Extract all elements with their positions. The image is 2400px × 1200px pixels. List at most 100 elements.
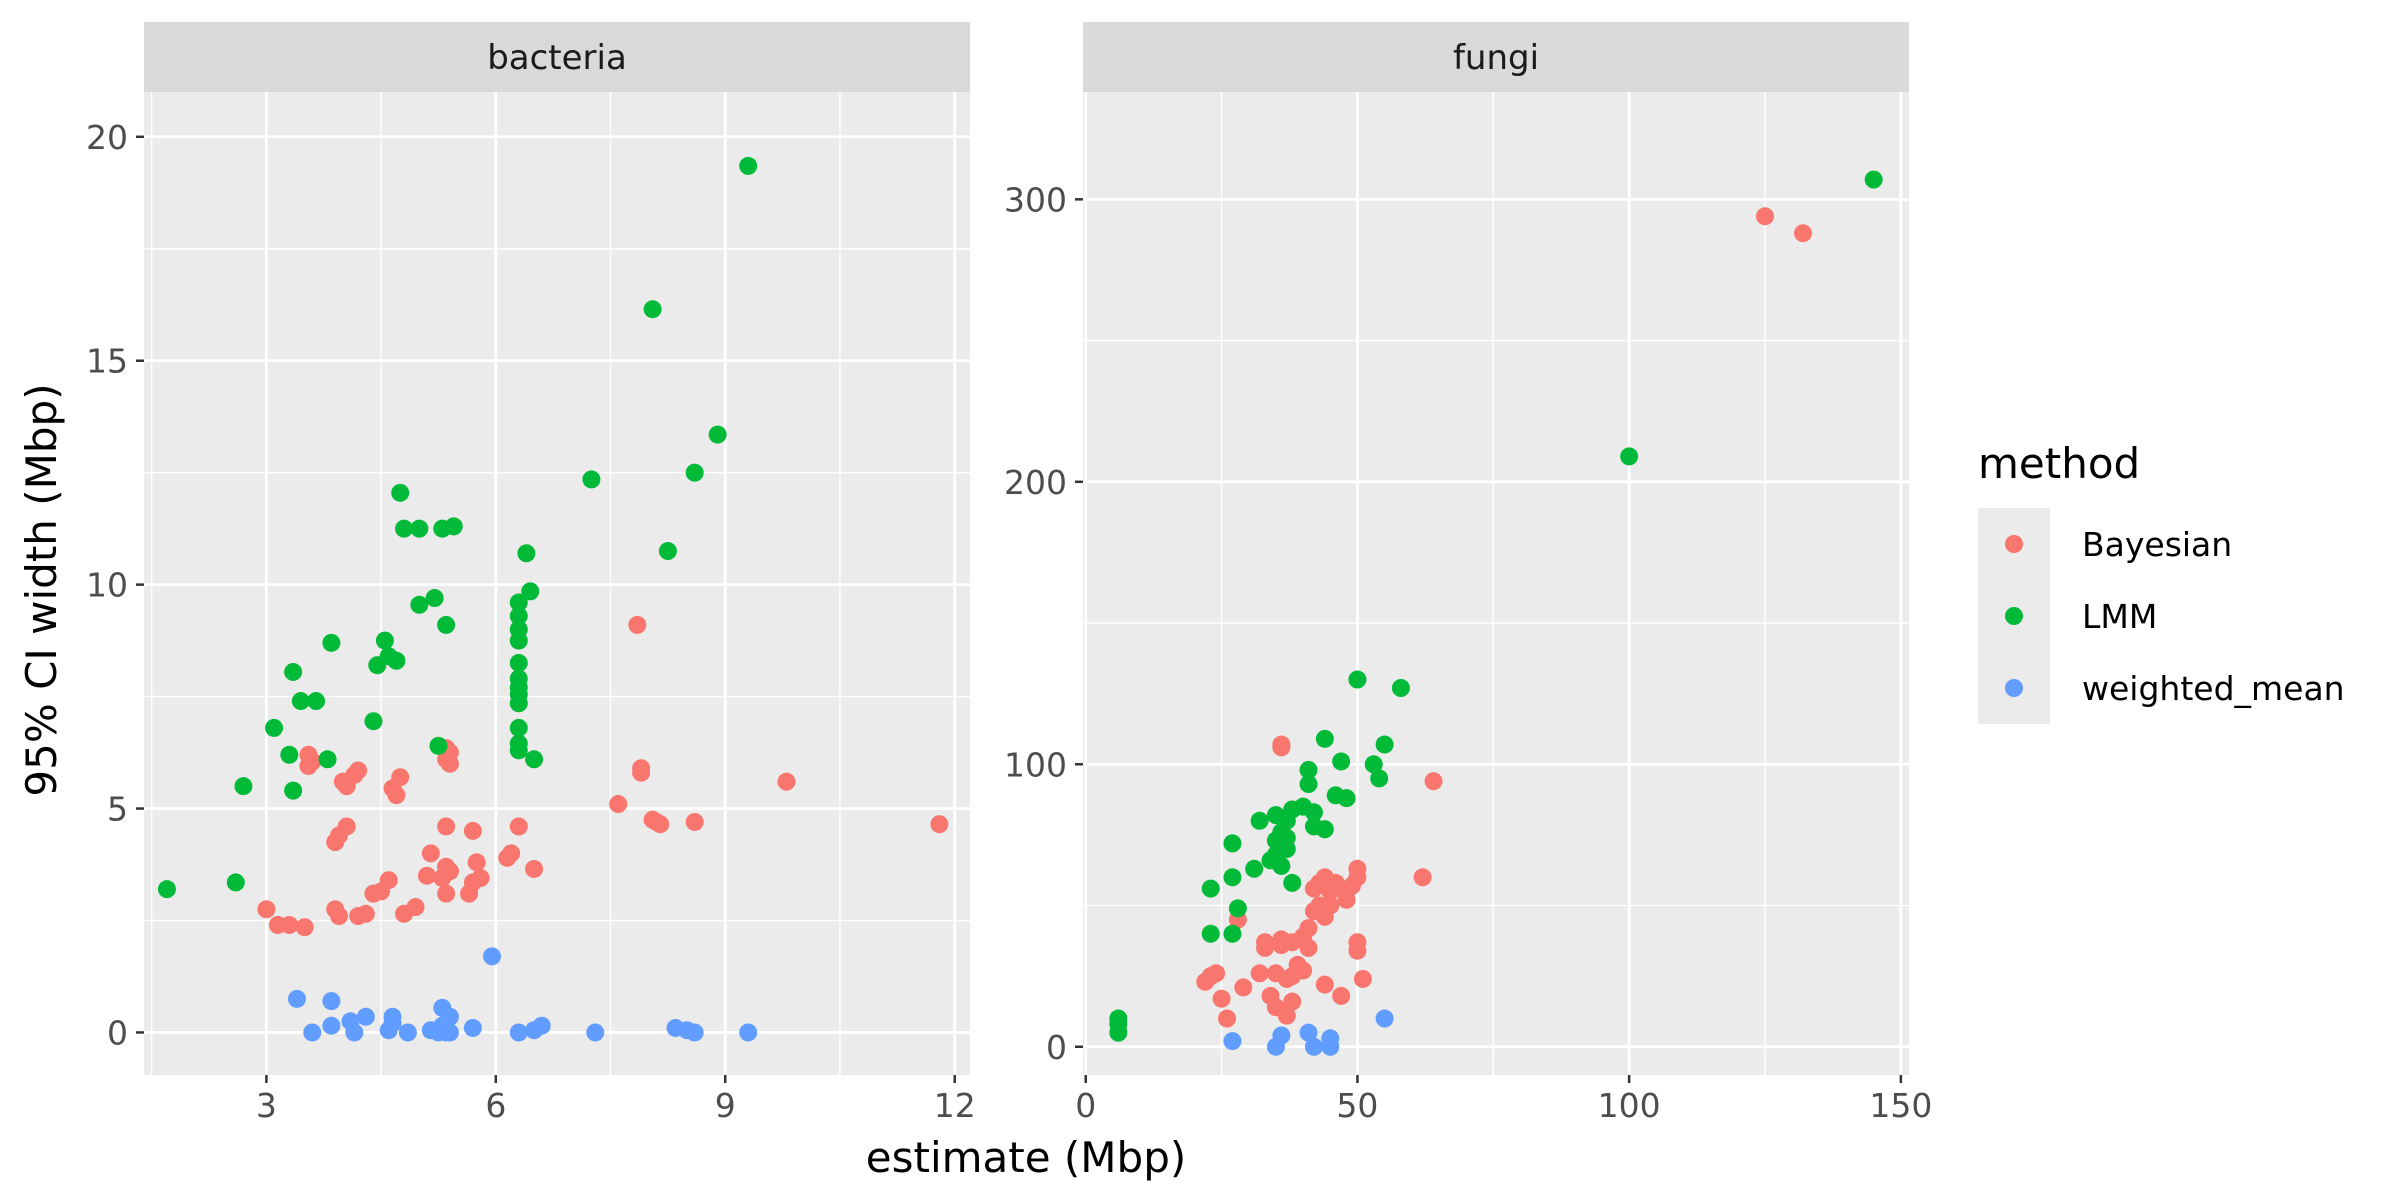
- x-tick-label: 100: [1598, 1086, 1661, 1125]
- data-point: [429, 736, 448, 755]
- data-point: [1218, 1009, 1237, 1028]
- data-point: [356, 904, 375, 923]
- data-point: [440, 1007, 459, 1026]
- data-point: [421, 844, 440, 863]
- data-point: [1201, 924, 1220, 943]
- data-point: [1304, 803, 1323, 822]
- data-point: [1283, 992, 1302, 1011]
- data-point: [632, 759, 651, 778]
- data-point: [1332, 986, 1351, 1005]
- data-point: [410, 519, 429, 538]
- legend-title: method: [1978, 439, 2140, 488]
- data-point: [685, 463, 704, 482]
- data-point: [280, 915, 299, 934]
- data-point: [387, 651, 406, 670]
- data-point: [1283, 873, 1302, 892]
- data-point: [337, 817, 356, 836]
- data-point: [1375, 1009, 1394, 1028]
- data-point: [1353, 969, 1372, 988]
- data-point: [685, 1023, 704, 1042]
- series-weighted_mean: [1223, 1009, 1394, 1056]
- data-point: [391, 768, 410, 787]
- data-point: [1277, 828, 1296, 847]
- data-point: [651, 815, 670, 834]
- data-point: [287, 989, 306, 1008]
- data-point: [425, 589, 444, 608]
- facet-strip: [1083, 22, 1909, 92]
- data-point: [708, 425, 727, 444]
- data-point: [1212, 989, 1231, 1008]
- data-point: [406, 898, 425, 917]
- data-point: [509, 620, 528, 639]
- data-point: [391, 483, 410, 502]
- data-point: [1337, 890, 1356, 909]
- data-point: [1321, 1029, 1340, 1048]
- data-point: [532, 1016, 551, 1035]
- panel-bacteria: bacteria 3 6 9 12 0 5 10 15 20: [86, 22, 976, 1125]
- data-point: [1272, 1026, 1291, 1045]
- data-point: [1391, 679, 1410, 698]
- data-point: [1109, 1009, 1128, 1028]
- data-point: [509, 669, 528, 688]
- data-point: [1315, 729, 1334, 748]
- data-point: [1207, 964, 1226, 983]
- x-tick-label: 9: [715, 1086, 736, 1125]
- data-point: [295, 918, 314, 937]
- data-point: [586, 1023, 605, 1042]
- data-point: [1332, 752, 1351, 771]
- data-point: [525, 859, 544, 878]
- data-point: [437, 615, 456, 634]
- data-point: [410, 595, 429, 614]
- data-point: [398, 1023, 417, 1042]
- facet-strip-label: fungi: [1453, 38, 1539, 78]
- y-tick-label: 0: [107, 1013, 128, 1052]
- legend-items: Bayesian LMM weighted_mean: [2005, 525, 2345, 708]
- panel-background: [1083, 92, 1909, 1075]
- x-tick-label: 12: [934, 1086, 976, 1125]
- data-point: [417, 866, 436, 885]
- data-point: [437, 884, 456, 903]
- data-point: [643, 300, 662, 319]
- data-point: [628, 615, 647, 634]
- data-point: [482, 947, 501, 966]
- legend-label: weighted_mean: [2082, 669, 2345, 708]
- legend-label: Bayesian: [2082, 525, 2232, 564]
- data-point: [1315, 820, 1334, 839]
- facet-strip-label: bacteria: [487, 38, 627, 78]
- data-point: [1304, 1037, 1323, 1056]
- data-point: [1277, 1006, 1296, 1025]
- data-point: [1223, 924, 1242, 943]
- data-point: [502, 844, 521, 863]
- data-point: [1223, 1032, 1242, 1051]
- data-point: [517, 544, 536, 563]
- data-point: [739, 1023, 758, 1042]
- series-Bayesian: [1196, 207, 1813, 1028]
- panel-fungi: fungi 0 50 100 150 0 100 200 300: [1004, 22, 1932, 1125]
- data-point: [1299, 919, 1318, 938]
- x-tick-label: 50: [1336, 1086, 1378, 1125]
- data-point: [1201, 879, 1220, 898]
- data-point: [1272, 738, 1291, 757]
- data-point: [395, 519, 414, 538]
- data-point: [1272, 856, 1291, 875]
- data-point: [1337, 789, 1356, 808]
- legend-label: LMM: [2082, 597, 2157, 636]
- data-point: [463, 821, 482, 840]
- y-tick-label: 0: [1046, 1028, 1067, 1067]
- data-point: [349, 761, 368, 780]
- series-weighted_mean: [287, 947, 758, 1042]
- data-point: [440, 862, 459, 881]
- data-point: [509, 734, 528, 753]
- data-point: [509, 718, 528, 737]
- data-point: [379, 871, 398, 890]
- data-point: [930, 815, 949, 834]
- series-LMM: [1109, 170, 1883, 1042]
- data-point: [1321, 896, 1340, 915]
- data-point: [1364, 755, 1383, 774]
- x-tick-label: 3: [256, 1086, 277, 1125]
- data-point: [356, 1007, 375, 1026]
- data-point: [303, 1023, 322, 1042]
- data-point: [509, 817, 528, 836]
- y-tick-label: 100: [1004, 745, 1067, 784]
